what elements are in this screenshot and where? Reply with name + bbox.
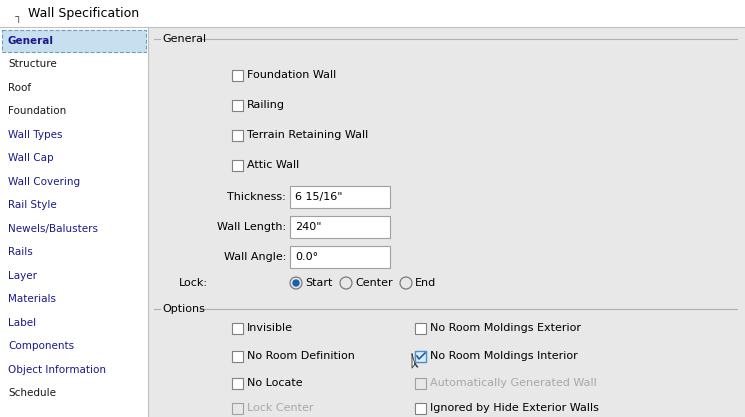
Text: Schedule: Schedule — [8, 388, 56, 398]
Text: Materials: Materials — [8, 294, 56, 304]
Text: Wall Specification: Wall Specification — [28, 7, 139, 20]
Bar — [415, 323, 426, 334]
Text: Rails: Rails — [8, 247, 33, 257]
Polygon shape — [412, 354, 418, 368]
Bar — [232, 403, 243, 414]
Bar — [232, 70, 243, 81]
Text: Railing: Railing — [247, 100, 285, 110]
Bar — [232, 351, 243, 362]
Text: Start: Start — [305, 278, 332, 288]
Circle shape — [293, 280, 299, 286]
Text: Lock:: Lock: — [179, 278, 208, 288]
Text: Center: Center — [355, 278, 393, 288]
Bar — [290, 186, 390, 208]
Text: 0.0°: 0.0° — [295, 252, 318, 262]
Text: Roof: Roof — [8, 83, 31, 93]
Text: Wall Length:: Wall Length: — [217, 222, 286, 232]
Text: General: General — [8, 36, 54, 46]
Bar — [415, 378, 426, 389]
Bar — [232, 160, 243, 171]
Text: Attic Wall: Attic Wall — [247, 160, 299, 170]
Text: Rail Style: Rail Style — [8, 200, 57, 210]
Text: └: └ — [10, 8, 16, 18]
Text: Components: Components — [8, 341, 74, 351]
Text: Wall Covering: Wall Covering — [8, 177, 80, 187]
Text: No Room Moldings Interior: No Room Moldings Interior — [430, 351, 578, 361]
Text: No Room Definition: No Room Definition — [247, 351, 355, 361]
Text: Automatically Generated Wall: Automatically Generated Wall — [430, 378, 597, 388]
Bar — [232, 100, 243, 111]
Bar — [290, 246, 390, 268]
Bar — [415, 403, 426, 414]
Text: 6 15/16": 6 15/16" — [295, 192, 343, 202]
Text: Options: Options — [162, 304, 205, 314]
Text: Wall Cap: Wall Cap — [8, 153, 54, 163]
Text: Terrain Retaining Wall: Terrain Retaining Wall — [247, 130, 368, 140]
Text: General: General — [162, 34, 206, 44]
Text: Ignored by Hide Exterior Walls: Ignored by Hide Exterior Walls — [430, 403, 599, 413]
Text: Newels/Balusters: Newels/Balusters — [8, 224, 98, 234]
Text: Foundation: Foundation — [8, 106, 66, 116]
Bar — [232, 323, 243, 334]
Bar — [232, 130, 243, 141]
Bar — [0, 0, 745, 27]
Text: 240": 240" — [295, 222, 322, 232]
Text: Invisible: Invisible — [247, 323, 293, 333]
Text: Wall Angle:: Wall Angle: — [224, 252, 286, 262]
Text: Wall Types: Wall Types — [8, 130, 63, 140]
Text: Layer: Layer — [8, 271, 37, 281]
Text: Structure: Structure — [8, 59, 57, 69]
Bar — [290, 216, 390, 238]
Bar — [2, 30, 146, 52]
Bar — [415, 351, 426, 362]
Bar — [415, 351, 426, 362]
Text: Foundation Wall: Foundation Wall — [247, 70, 336, 80]
Text: No Locate: No Locate — [247, 378, 302, 388]
Bar — [148, 27, 745, 417]
Bar — [0, 27, 148, 417]
Text: End: End — [415, 278, 437, 288]
Text: No Room Moldings Exterior: No Room Moldings Exterior — [430, 323, 581, 333]
Text: Lock Center: Lock Center — [247, 403, 314, 413]
Text: Object Information: Object Information — [8, 365, 106, 375]
Text: Label: Label — [8, 318, 36, 328]
Text: Thickness:: Thickness: — [227, 192, 286, 202]
Bar — [232, 378, 243, 389]
